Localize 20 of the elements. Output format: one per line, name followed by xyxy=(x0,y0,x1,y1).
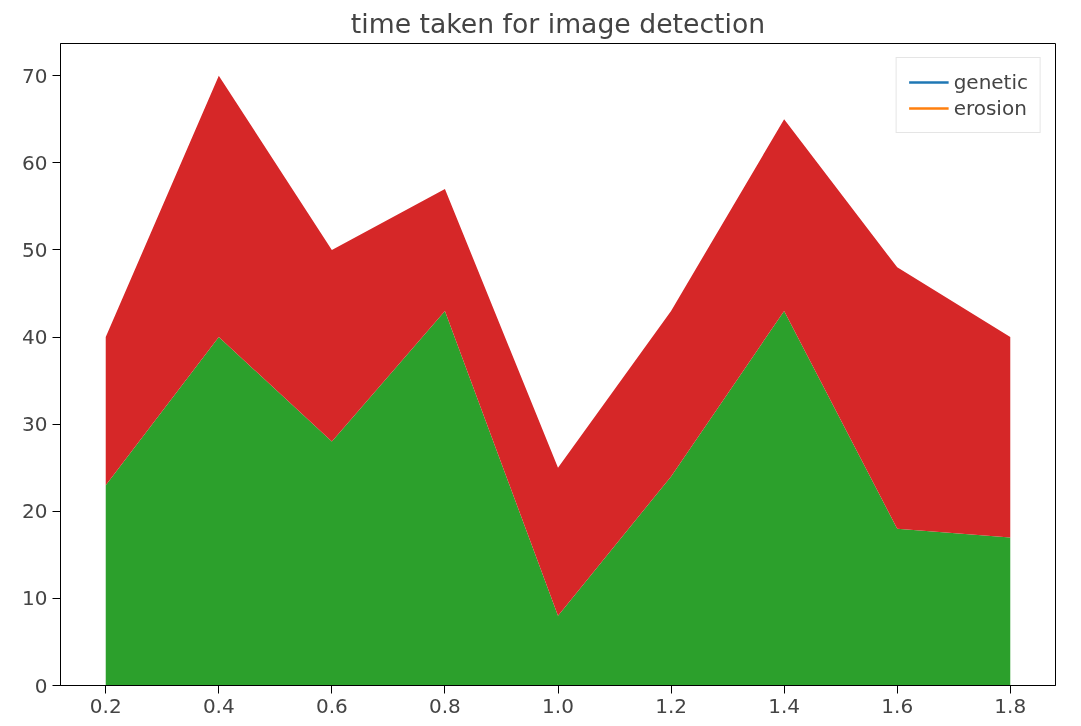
x-tick-label: 1.4 xyxy=(768,693,801,718)
x-tick-label: 0.4 xyxy=(202,693,235,718)
y-tick-label: 10 xyxy=(22,586,48,611)
legend-label: genetic xyxy=(953,70,1028,94)
y-tick-label: 70 xyxy=(22,63,48,88)
legend-label: erosion xyxy=(953,96,1027,120)
x-tick-label: 1.0 xyxy=(542,693,574,718)
x-tick-label: 1.8 xyxy=(994,693,1027,718)
x-tick-label: 0.6 xyxy=(315,693,348,718)
x-tick-label: 1.2 xyxy=(655,693,687,718)
y-tick-label: 40 xyxy=(22,325,48,350)
x-tick-label: 1.6 xyxy=(881,693,914,718)
chart-title: time taken for image detection xyxy=(350,7,766,39)
y-tick-label: 30 xyxy=(22,412,48,437)
x-tick-label: 0.8 xyxy=(429,693,461,718)
y-tick-label: 60 xyxy=(22,150,48,175)
y-tick-label: 0 xyxy=(34,673,48,698)
y-tick-label: 20 xyxy=(22,499,48,524)
y-tick-label: 50 xyxy=(22,237,48,262)
x-tick-label: 0.2 xyxy=(89,693,122,718)
